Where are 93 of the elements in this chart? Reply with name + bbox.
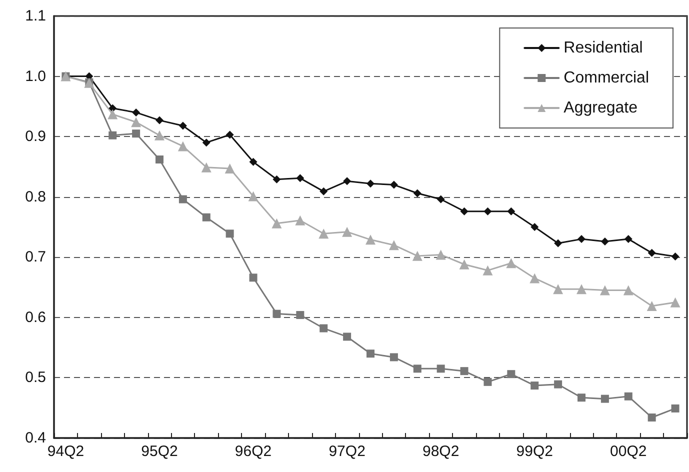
point [460,367,468,376]
point [507,370,516,378]
point [249,158,258,166]
point [156,155,164,164]
legend-label: Residential [564,40,643,56]
point [436,364,445,373]
point [224,164,235,174]
point [296,311,304,320]
point [670,297,680,308]
point [249,274,258,282]
point [108,131,117,140]
point [343,332,352,341]
point [272,175,281,184]
point [530,273,540,284]
point [648,414,656,422]
point [413,364,422,373]
point [390,180,398,189]
point [484,207,492,216]
point [343,177,352,186]
point [178,141,188,152]
point [132,130,140,138]
x-tick-label: 97Q2 [328,443,366,460]
point [506,258,516,268]
point [507,207,516,216]
x-tick-label: 94Q2 [47,443,84,460]
y-tick-label: 0.6 [25,308,46,326]
legend-label: Commercial [564,70,649,86]
point [366,234,376,245]
point [248,191,258,202]
point [320,187,328,196]
point [108,109,118,120]
point [459,259,470,270]
point [131,117,142,128]
point [600,237,609,246]
point [671,252,680,261]
point [202,138,210,147]
point [624,392,632,400]
point [178,122,187,130]
point [578,394,586,402]
point [460,207,468,216]
point [272,218,282,228]
point [156,116,164,124]
point [554,380,562,388]
y-tick-label: 0.4 [25,430,46,446]
point [648,248,656,257]
point [272,310,281,318]
point [578,235,586,244]
point [412,250,422,261]
x-tick-label: 99Q2 [516,443,553,460]
point [576,284,586,294]
point [482,265,493,276]
y-tick-label: 0.7 [25,248,46,266]
point [296,174,304,182]
point [484,378,492,386]
point [154,130,164,140]
point [366,350,374,358]
point [646,300,657,311]
point [132,108,140,116]
point [413,189,422,198]
point [624,235,632,244]
point [436,250,446,260]
y-tick-label: 0.5 [25,369,46,386]
point [318,228,329,239]
point [530,223,539,231]
point [554,239,562,248]
legend-label: Aggregate [564,100,638,116]
x-tick-label: 96Q2 [234,443,272,460]
point [530,382,539,390]
point [201,162,212,172]
point [108,104,117,112]
point [178,195,187,204]
point [553,284,564,294]
x-tick-label: 00Q2 [610,443,647,460]
y-tick-label: 0.8 [25,188,46,206]
point [623,285,634,296]
point [320,324,328,332]
point [600,285,610,296]
point [388,240,399,250]
point [390,353,398,362]
x-tick-label: 95Q2 [141,443,178,460]
y-tick-label: 0.9 [25,128,46,146]
point [436,195,445,204]
point [342,226,352,237]
point [226,130,234,139]
y-tick-label: 1.1 [25,8,46,24]
point [366,180,374,188]
point [202,213,210,222]
point [671,404,680,412]
y-tick-label: 1.0 [25,68,46,85]
x-tick-label: 98Q2 [422,443,460,460]
point [295,215,306,226]
point [600,394,609,403]
point [226,230,234,238]
